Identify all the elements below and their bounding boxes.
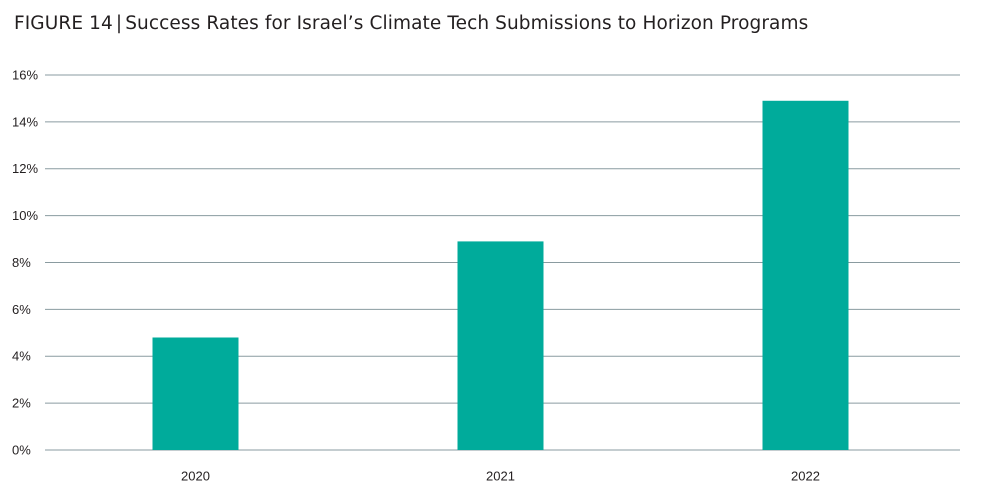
y-tick-label: 10% <box>12 208 38 223</box>
y-tick-label: 0% <box>12 442 31 457</box>
x-axis-tick-labels: 2020 2021 2022 <box>181 468 820 483</box>
bar-2020 <box>152 337 239 450</box>
y-tick-label: 2% <box>12 396 31 411</box>
y-tick-label: 6% <box>12 302 31 317</box>
bar-2022 <box>762 100 849 450</box>
chart-title: FIGURE 14 | Success Rates for Israel’s Cli… <box>14 13 808 34</box>
y-tick-label: 14% <box>12 114 38 129</box>
title-separator: | <box>115 13 123 34</box>
y-tick-label: 12% <box>12 161 38 176</box>
y-tick-label: 16% <box>12 67 38 82</box>
y-axis-tick-labels: 0% 2% 4% 6% 8% 10% 12% 14% 16% <box>12 67 38 457</box>
x-tick-label: 2021 <box>486 468 515 483</box>
y-tick-label: 4% <box>12 349 31 364</box>
bar-2021 <box>457 241 544 450</box>
figure-label: FIGURE 14 <box>14 13 113 34</box>
figure-title-text: Success Rates for Israel’s Climate Tech … <box>125 13 809 34</box>
x-tick-label: 2022 <box>791 468 820 483</box>
x-tick-label: 2020 <box>181 468 210 483</box>
bars <box>152 100 849 450</box>
y-tick-label: 8% <box>12 255 31 270</box>
